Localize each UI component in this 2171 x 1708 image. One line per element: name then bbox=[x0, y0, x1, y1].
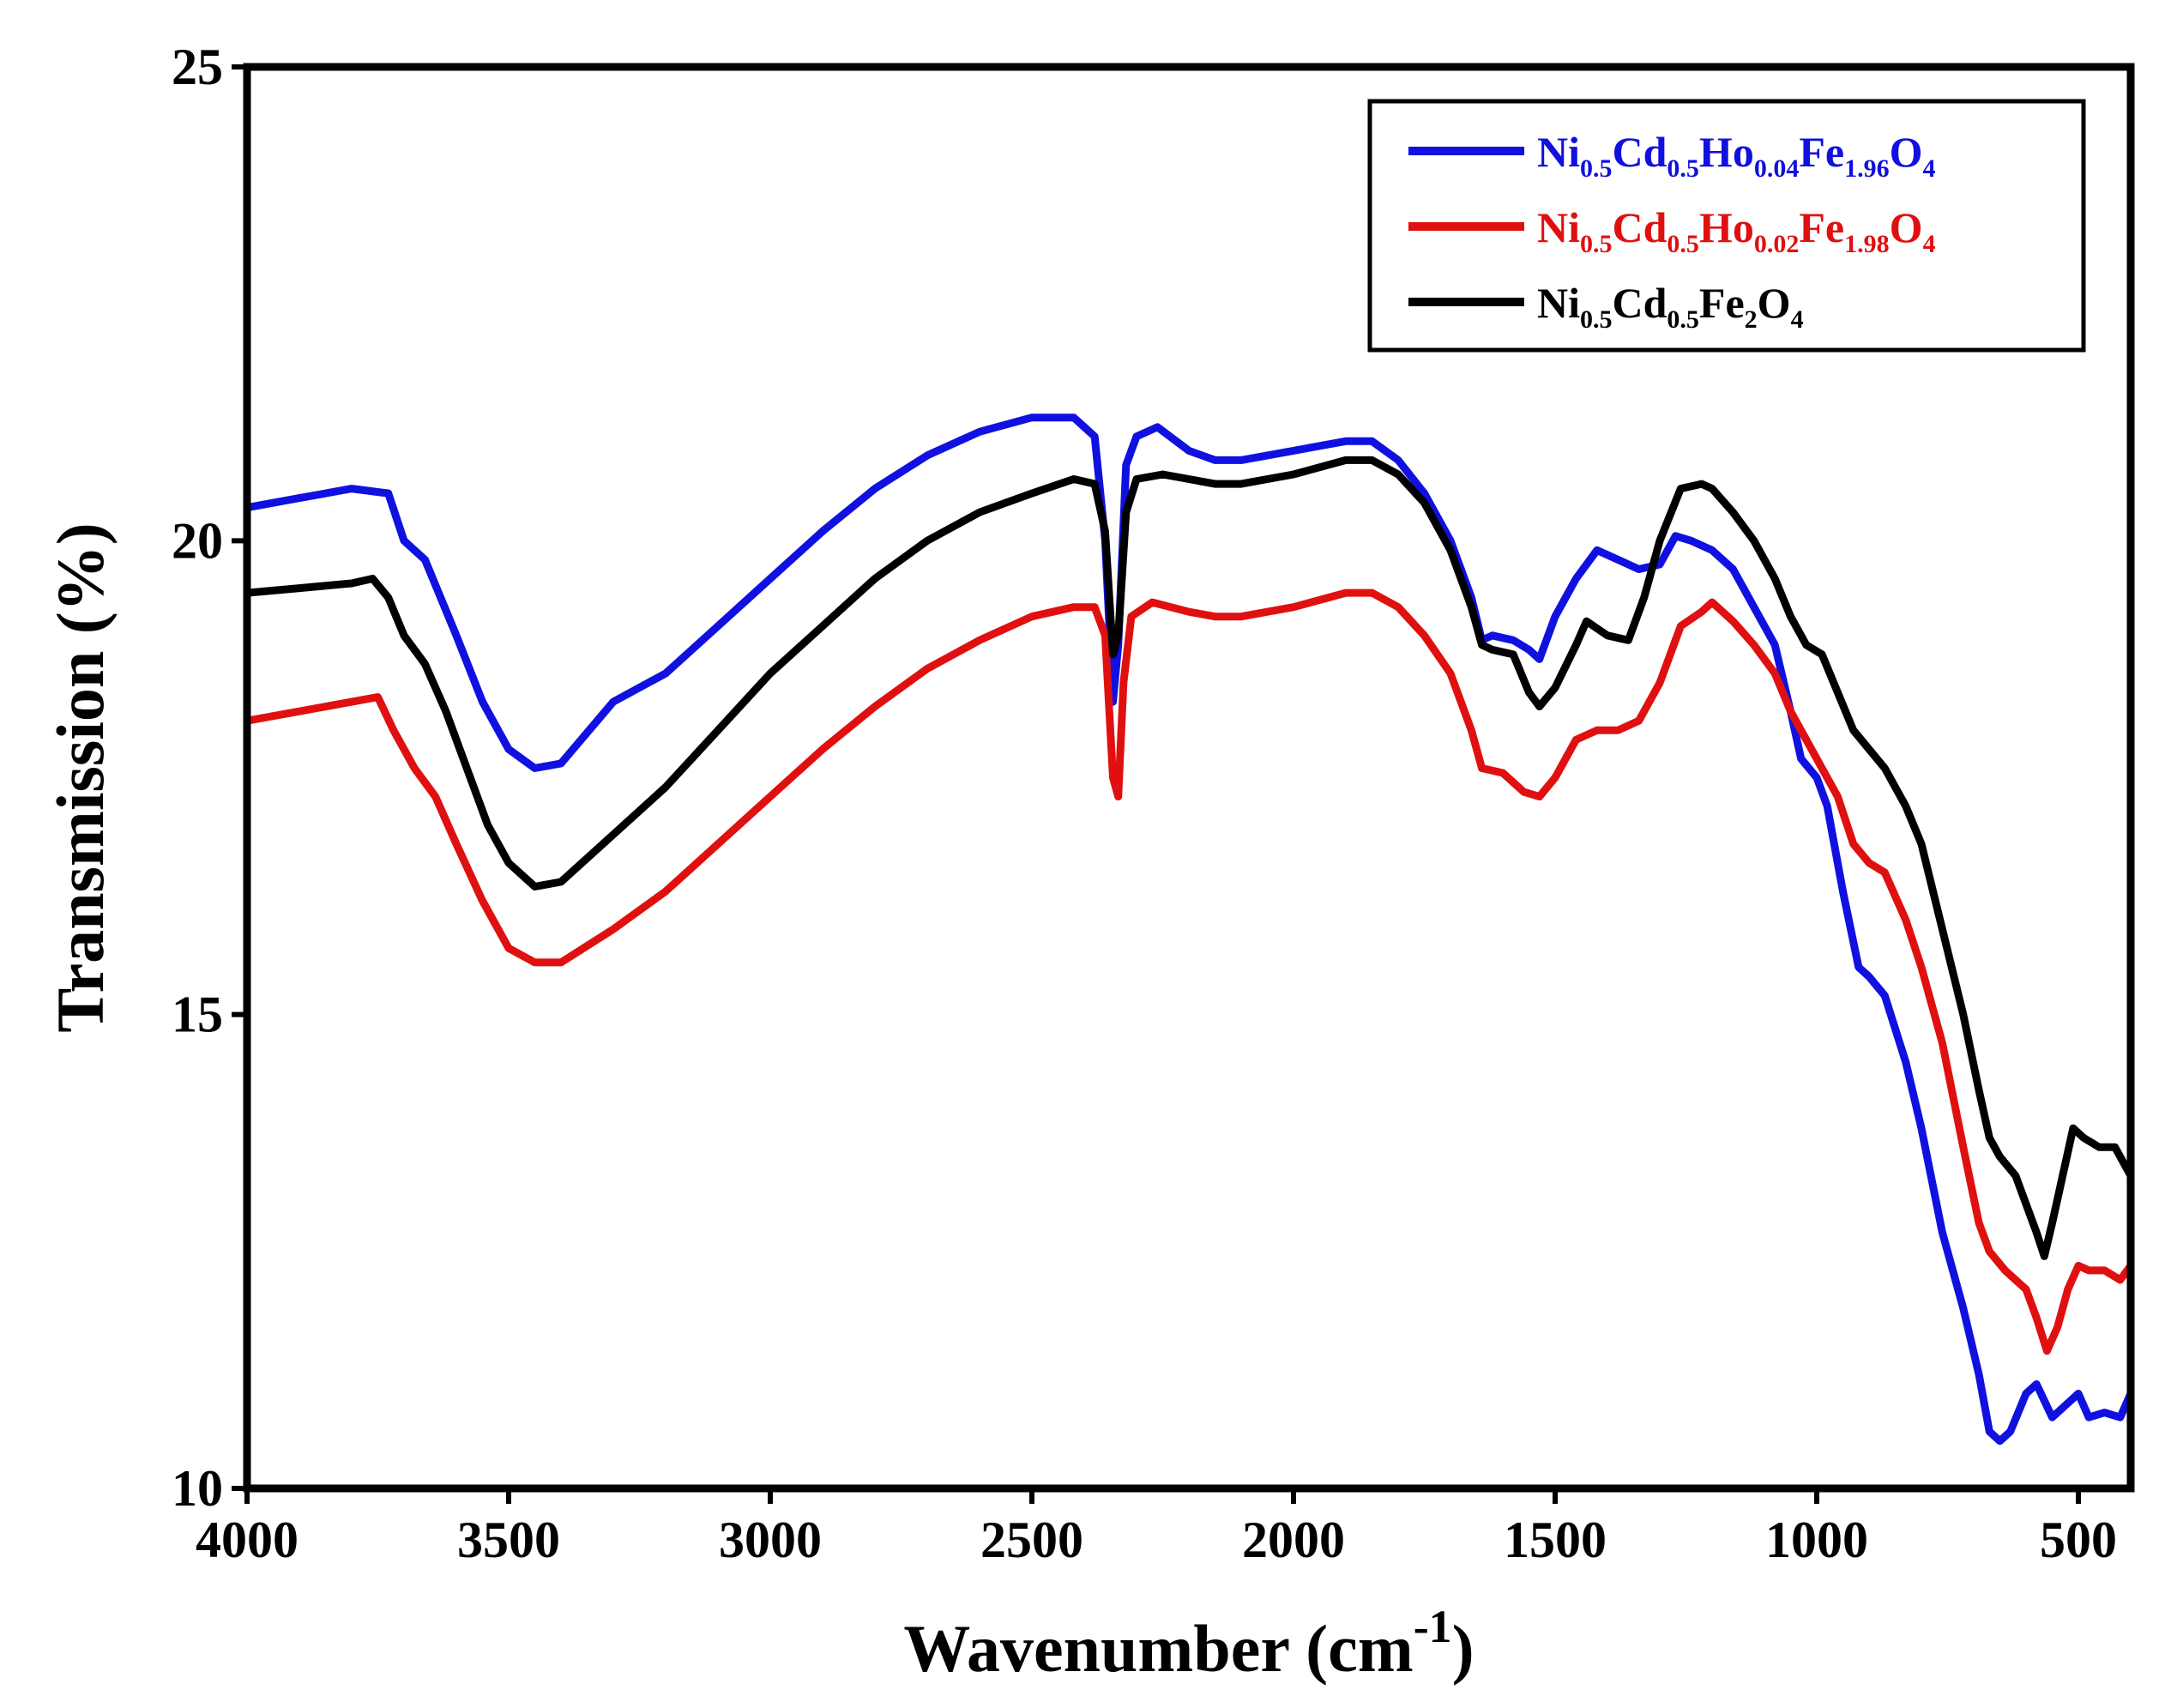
legend-subscript: 0.5 bbox=[1580, 305, 1613, 334]
legend-subscript: 0.5 bbox=[1580, 230, 1613, 258]
x-tick-label: 1500 bbox=[1504, 1512, 1607, 1568]
legend-subscript: 1.98 bbox=[1844, 230, 1890, 258]
x-axis-title-close: ) bbox=[1452, 1611, 1474, 1686]
legend-subscript: 0.5 bbox=[1667, 230, 1699, 258]
legend-subscript: 0.5 bbox=[1667, 305, 1699, 334]
legend-text-part: Cd bbox=[1613, 203, 1667, 251]
legend-subscript: 2 bbox=[1745, 305, 1758, 334]
legend-text-part: Ni bbox=[1537, 128, 1580, 176]
x-axis-title: Wavenumber (cm-1) bbox=[903, 1601, 1474, 1686]
legend-subscript: 4 bbox=[1922, 154, 1935, 183]
legend-text-part: Ni bbox=[1537, 279, 1580, 327]
legend-text-part: Ni bbox=[1537, 203, 1580, 251]
legend-text-part: O bbox=[1890, 128, 1923, 176]
series-line-0 bbox=[243, 413, 2135, 1445]
y-tick-label: 20 bbox=[172, 512, 223, 569]
legend-label-2: Ni0.5​Cd0.5​Fe2​O4​ bbox=[1537, 279, 1804, 334]
legend-subscript: 4 bbox=[1791, 305, 1804, 334]
y-tick-label: 10 bbox=[172, 1460, 223, 1517]
y-tick-label: 15 bbox=[172, 987, 223, 1043]
legend: Ni0.5​Cd0.5​Ho0.04​Fe1.96​O4​ Ni0.5​Cd0.5… bbox=[1367, 99, 2086, 353]
y-axis: 10 15 20 25 bbox=[172, 39, 247, 1517]
y-tick-label: 25 bbox=[172, 39, 223, 95]
legend-text-part: Ho bbox=[1699, 128, 1754, 176]
legend-subscript: 0.02 bbox=[1754, 230, 1800, 258]
legend-text-part: O bbox=[1890, 203, 1923, 251]
legend-subscript: 0.04 bbox=[1754, 154, 1800, 183]
x-tick-label: 500 bbox=[2040, 1512, 2117, 1568]
legend-text-part: O bbox=[1758, 279, 1791, 327]
y-axis-title: Transmission (%) bbox=[43, 522, 118, 1032]
x-tick-label: 3000 bbox=[719, 1512, 822, 1568]
x-axis-title-sup: -1 bbox=[1414, 1601, 1452, 1652]
plot-lines bbox=[243, 413, 2135, 1445]
legend-subscript: 0.5 bbox=[1580, 154, 1613, 183]
legend-subscript: 0.5 bbox=[1667, 154, 1699, 183]
legend-text-part: Cd bbox=[1613, 128, 1667, 176]
series-line-1 bbox=[243, 588, 2135, 1355]
x-axis: 4000 3500 3000 2500 2000 1500 1000 500 bbox=[196, 1488, 2117, 1568]
legend-text-part: Fe bbox=[1799, 203, 1844, 251]
x-tick-label: 2000 bbox=[1242, 1512, 1345, 1568]
legend-label-1: Ni0.5​Cd0.5​Ho0.02​Fe1.98​O4​ bbox=[1537, 203, 1935, 258]
legend-text-part: Ho bbox=[1699, 203, 1754, 251]
legend-subscript: 4 bbox=[1922, 230, 1935, 258]
legend-text-part: Fe bbox=[1699, 279, 1745, 327]
legend-subscript: 1.96 bbox=[1844, 154, 1890, 183]
x-tick-label: 1000 bbox=[1765, 1512, 1868, 1568]
x-tick-label: 3500 bbox=[457, 1512, 560, 1568]
x-tick-label: 4000 bbox=[196, 1512, 299, 1568]
legend-label-0: Ni0.5​Cd0.5​Ho0.04​Fe1.96​O4​ bbox=[1537, 128, 1935, 183]
plot-frame bbox=[243, 63, 2135, 1493]
legend-text-part: Fe bbox=[1799, 128, 1844, 176]
series-line-2 bbox=[243, 456, 2135, 1260]
x-tick-label: 2500 bbox=[980, 1512, 1083, 1568]
legend-text-part: Cd bbox=[1613, 279, 1667, 327]
x-axis-title-main: Wavenumber (cm bbox=[903, 1611, 1413, 1686]
